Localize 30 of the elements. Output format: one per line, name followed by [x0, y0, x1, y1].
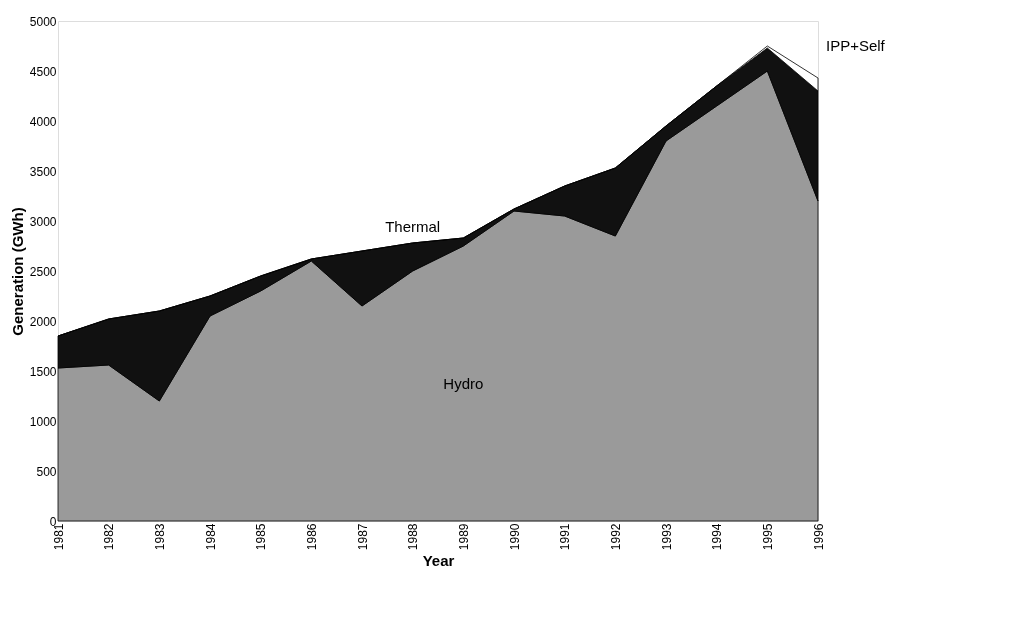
y-tick-label: 3500 — [29, 164, 57, 179]
x-tick-label: 1991 — [558, 523, 573, 551]
y-tick-label: 5000 — [29, 14, 57, 29]
x-tick-label: 1989 — [456, 523, 471, 551]
x-tick-label: 1983 — [152, 523, 167, 551]
series-label: Thermal — [385, 218, 441, 235]
x-axis-title: Year — [422, 552, 455, 570]
x-tick-label: 1992 — [608, 523, 623, 551]
y-tick-label: 3000 — [29, 214, 57, 229]
x-tick-label: 1986 — [304, 523, 319, 551]
y-axis-title: Generation (GWh) — [8, 207, 26, 336]
y-tick-label: 2000 — [29, 314, 57, 329]
x-tick-label: 1982 — [102, 523, 117, 551]
y-tick-label: 1500 — [29, 364, 57, 379]
x-tick-label: 1985 — [254, 523, 269, 551]
x-tick-label: 1995 — [760, 523, 775, 551]
series-label: Hydro — [443, 374, 484, 392]
y-tick-label: 4500 — [29, 64, 57, 79]
x-tick-label: 1988 — [406, 523, 421, 551]
y-tick-label: 500 — [36, 464, 57, 479]
x-tick-label: 1996 — [811, 523, 826, 551]
y-tick-label: 1000 — [29, 414, 57, 429]
x-tick-label: 1984 — [203, 523, 218, 551]
x-tick-label: 1993 — [659, 523, 674, 551]
series-label: IPP+Self — [826, 37, 886, 54]
y-tick-label: 2500 — [29, 264, 57, 279]
x-tick-label: 1990 — [507, 523, 522, 551]
x-tick-label: 1987 — [355, 523, 370, 551]
y-tick-label: 4000 — [29, 114, 57, 129]
x-tick-label: 1994 — [710, 523, 725, 551]
